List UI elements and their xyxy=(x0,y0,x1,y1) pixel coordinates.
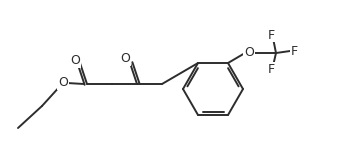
Text: F: F xyxy=(267,29,274,41)
Text: O: O xyxy=(70,54,80,68)
Text: O: O xyxy=(120,53,130,66)
Text: F: F xyxy=(267,63,274,76)
Text: F: F xyxy=(290,44,298,58)
Text: O: O xyxy=(58,76,68,90)
Text: O: O xyxy=(244,46,254,58)
